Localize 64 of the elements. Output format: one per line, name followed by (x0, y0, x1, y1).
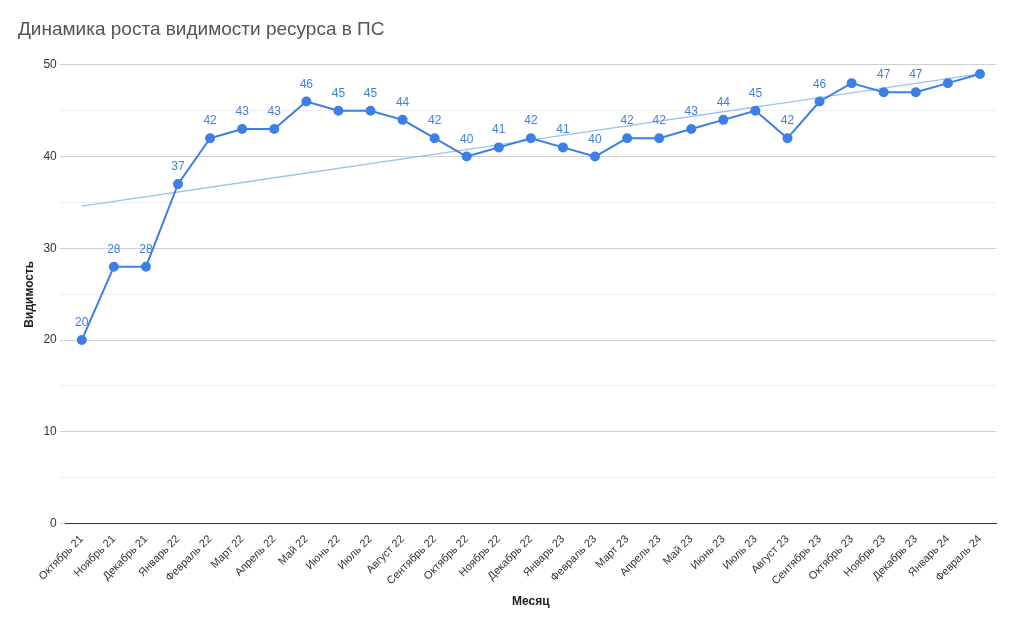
y-tick-label: 50 (43, 57, 58, 72)
data-label: 44 (716, 94, 731, 109)
point (782, 133, 793, 144)
y-tick-label: 40 (43, 148, 58, 163)
point (333, 105, 344, 116)
point (942, 78, 953, 89)
data-label: 43 (235, 104, 250, 119)
x-axis-title: Месяц (512, 594, 551, 609)
y-tick-label: 20 (43, 332, 58, 347)
y-tick-label: 30 (43, 240, 58, 255)
point (76, 335, 87, 346)
data-label: 41 (492, 122, 506, 137)
data-label: 45 (331, 85, 346, 100)
point (846, 78, 857, 89)
point (590, 151, 601, 162)
point (237, 124, 248, 135)
data-label: 28 (107, 241, 121, 256)
data-label: 42 (620, 113, 635, 128)
data-label: 42 (427, 113, 442, 128)
data-label: 28 (139, 241, 153, 256)
point (461, 151, 472, 162)
y-tick-label: 0 (50, 515, 58, 530)
point (974, 68, 985, 79)
point (814, 96, 825, 107)
point (557, 142, 568, 153)
point (525, 133, 536, 144)
data-label: 46 (299, 76, 314, 91)
point (718, 114, 729, 125)
chart-title: Динамика роста видимости ресурса в ПС (18, 17, 385, 39)
point (269, 124, 280, 135)
data-label: 43 (684, 104, 699, 119)
point (878, 87, 889, 98)
point (173, 179, 184, 190)
point (205, 133, 216, 144)
data-label: 40 (588, 131, 603, 146)
data-label: 20 (75, 315, 89, 330)
data-label: 42 (203, 113, 218, 128)
data-label: 47 (909, 67, 923, 82)
data-label: 42 (524, 113, 538, 128)
data-label: 46 (812, 76, 827, 91)
point (429, 133, 440, 144)
y-axis-title: Видимость (21, 260, 36, 328)
data-label: 42 (780, 113, 795, 128)
point (140, 261, 151, 272)
data-label: 47 (877, 67, 891, 82)
point (910, 87, 921, 98)
point (686, 124, 697, 135)
point (493, 142, 504, 153)
data-label: 41 (556, 122, 570, 137)
point (365, 105, 376, 116)
data-label: 45 (748, 85, 763, 100)
data-label: 40 (460, 131, 474, 146)
data-label: 44 (395, 94, 410, 109)
y-tick-label: 10 (43, 424, 58, 439)
point (301, 96, 312, 107)
point (397, 114, 408, 125)
point (108, 261, 119, 272)
data-label: 45 (363, 85, 378, 100)
point (654, 133, 665, 144)
data-label: 42 (652, 113, 667, 128)
data-label: 43 (267, 104, 282, 119)
point (750, 105, 761, 116)
point (622, 133, 633, 144)
data-label: 37 (171, 159, 186, 174)
